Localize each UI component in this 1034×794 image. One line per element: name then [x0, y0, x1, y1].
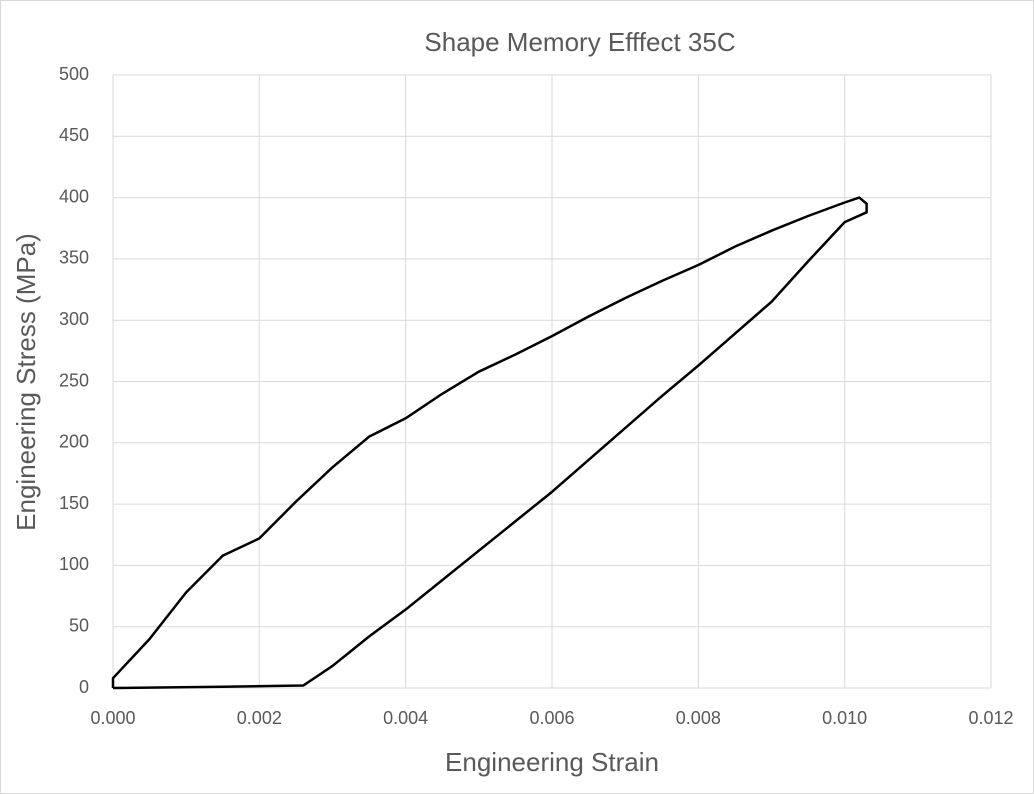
y-tick-label: 350 — [59, 248, 89, 268]
x-tick-label: 0.002 — [237, 708, 282, 728]
y-tick-label: 0 — [79, 677, 89, 697]
y-axis-label: Engineering Stress (MPa) — [11, 233, 41, 531]
x-tick-label: 0.006 — [529, 708, 574, 728]
y-tick-label: 250 — [59, 370, 89, 390]
x-tick-label: 0.012 — [968, 708, 1013, 728]
y-tick-label: 200 — [59, 432, 89, 452]
x-tick-label: 0.008 — [676, 708, 721, 728]
chart-title: Shape Memory Efffect 35C — [424, 27, 735, 57]
y-tick-label: 400 — [59, 186, 89, 206]
y-tick-label: 500 — [59, 64, 89, 84]
y-tick-label: 300 — [59, 309, 89, 329]
series-line — [111, 196, 868, 690]
y-tick-label: 450 — [59, 125, 89, 145]
x-tick-label: 0.000 — [90, 708, 135, 728]
x-tick-label: 0.010 — [822, 708, 867, 728]
x-tick-label: 0.004 — [383, 708, 428, 728]
y-tick-label: 50 — [69, 615, 89, 635]
x-axis-label: Engineering Strain — [445, 747, 659, 777]
y-tick-label: 100 — [59, 554, 89, 574]
y-tick-label: 150 — [59, 493, 89, 513]
